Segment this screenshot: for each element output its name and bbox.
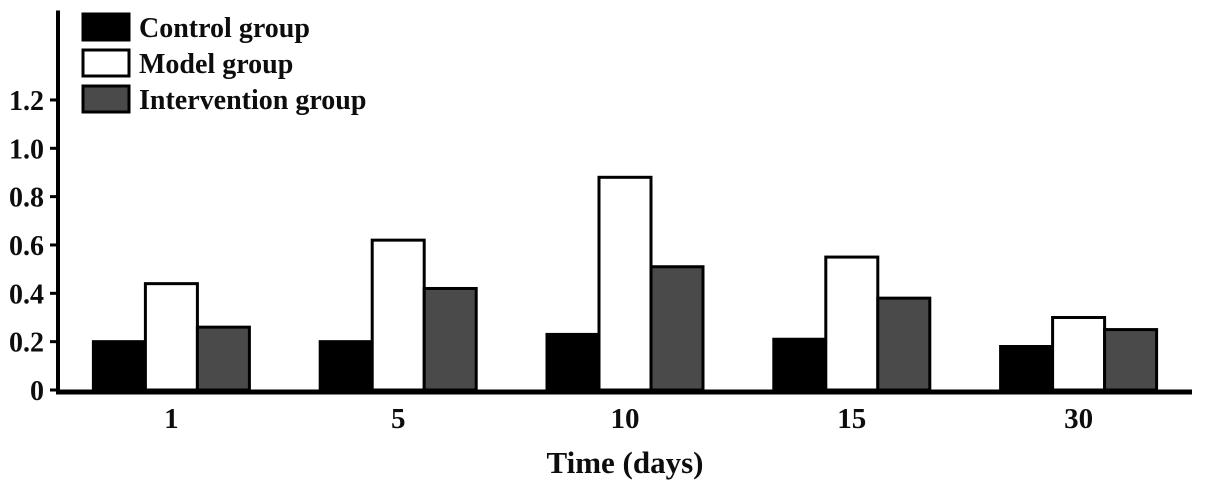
x-tick-label: 5 [391, 403, 406, 435]
bar-model-day10 [597, 175, 653, 392]
bar-model-day5 [370, 238, 426, 392]
y-tick-label: 1.2 [9, 86, 44, 117]
y-tick-label: 0.6 [9, 231, 44, 262]
legend-swatch-control [81, 12, 131, 42]
y-tick-label: 0.4 [9, 279, 44, 310]
legend-label-intervention: Intervention group [139, 85, 366, 116]
x-tick-label: 1 [164, 403, 179, 435]
y-tick-label: 0.8 [9, 183, 44, 214]
legend-swatch-model [81, 48, 131, 78]
x-tick-label: 15 [837, 403, 866, 435]
bar-intervention-day15 [876, 296, 932, 392]
legend-swatch-intervention [81, 84, 131, 114]
bar-control-day30 [999, 344, 1055, 392]
bar-control-day10 [545, 332, 601, 392]
bar-intervention-day10 [649, 265, 705, 392]
y-tick-label: 0.2 [9, 328, 44, 359]
bar-control-day5 [318, 340, 374, 392]
bar-model-day15 [824, 255, 880, 392]
x-tick-label: 30 [1064, 403, 1093, 435]
x-tick-label: 10 [611, 403, 640, 435]
legend-label-model: Model group [139, 49, 293, 80]
bar-intervention-day5 [422, 286, 478, 392]
bar-model-day1 [143, 282, 199, 392]
bar-control-day15 [772, 337, 828, 392]
bar-intervention-day30 [1103, 328, 1159, 392]
bar-intervention-day1 [195, 325, 251, 392]
y-tick-label: 1.0 [9, 134, 44, 165]
legend-label-control: Control group [139, 13, 310, 44]
y-tick-label: 0 [30, 376, 44, 407]
x-axis-title: Time (days) [546, 445, 703, 480]
bar-control-day1 [91, 340, 147, 392]
bar-model-day30 [1051, 315, 1107, 392]
